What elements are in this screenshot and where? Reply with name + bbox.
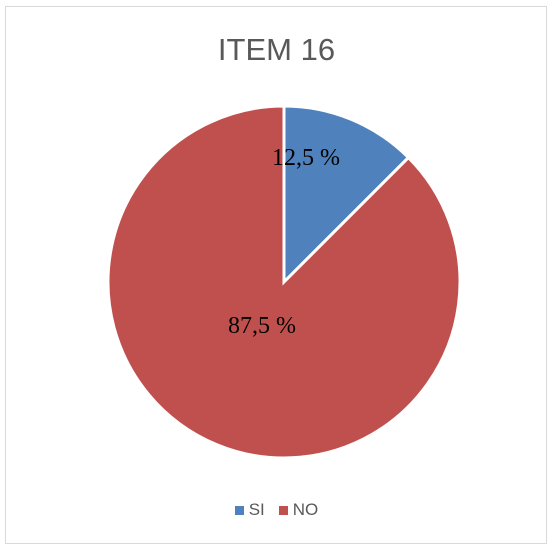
pie-slice-no [106, 104, 462, 460]
legend: SI NO [0, 500, 553, 520]
legend-item-si: SI [234, 500, 265, 520]
data-label-si: 12,5 % [272, 145, 340, 171]
legend-item-no: NO [278, 500, 319, 520]
legend-swatch-no [278, 505, 288, 515]
legend-swatch-si [234, 505, 244, 515]
data-label-no: 87,5 % [228, 313, 296, 339]
legend-label-no: NO [292, 500, 319, 519]
chart-title: ITEM 16 [217, 32, 336, 67]
pie-slice-si [282, 104, 411, 286]
legend-label-si: SI [248, 500, 265, 519]
